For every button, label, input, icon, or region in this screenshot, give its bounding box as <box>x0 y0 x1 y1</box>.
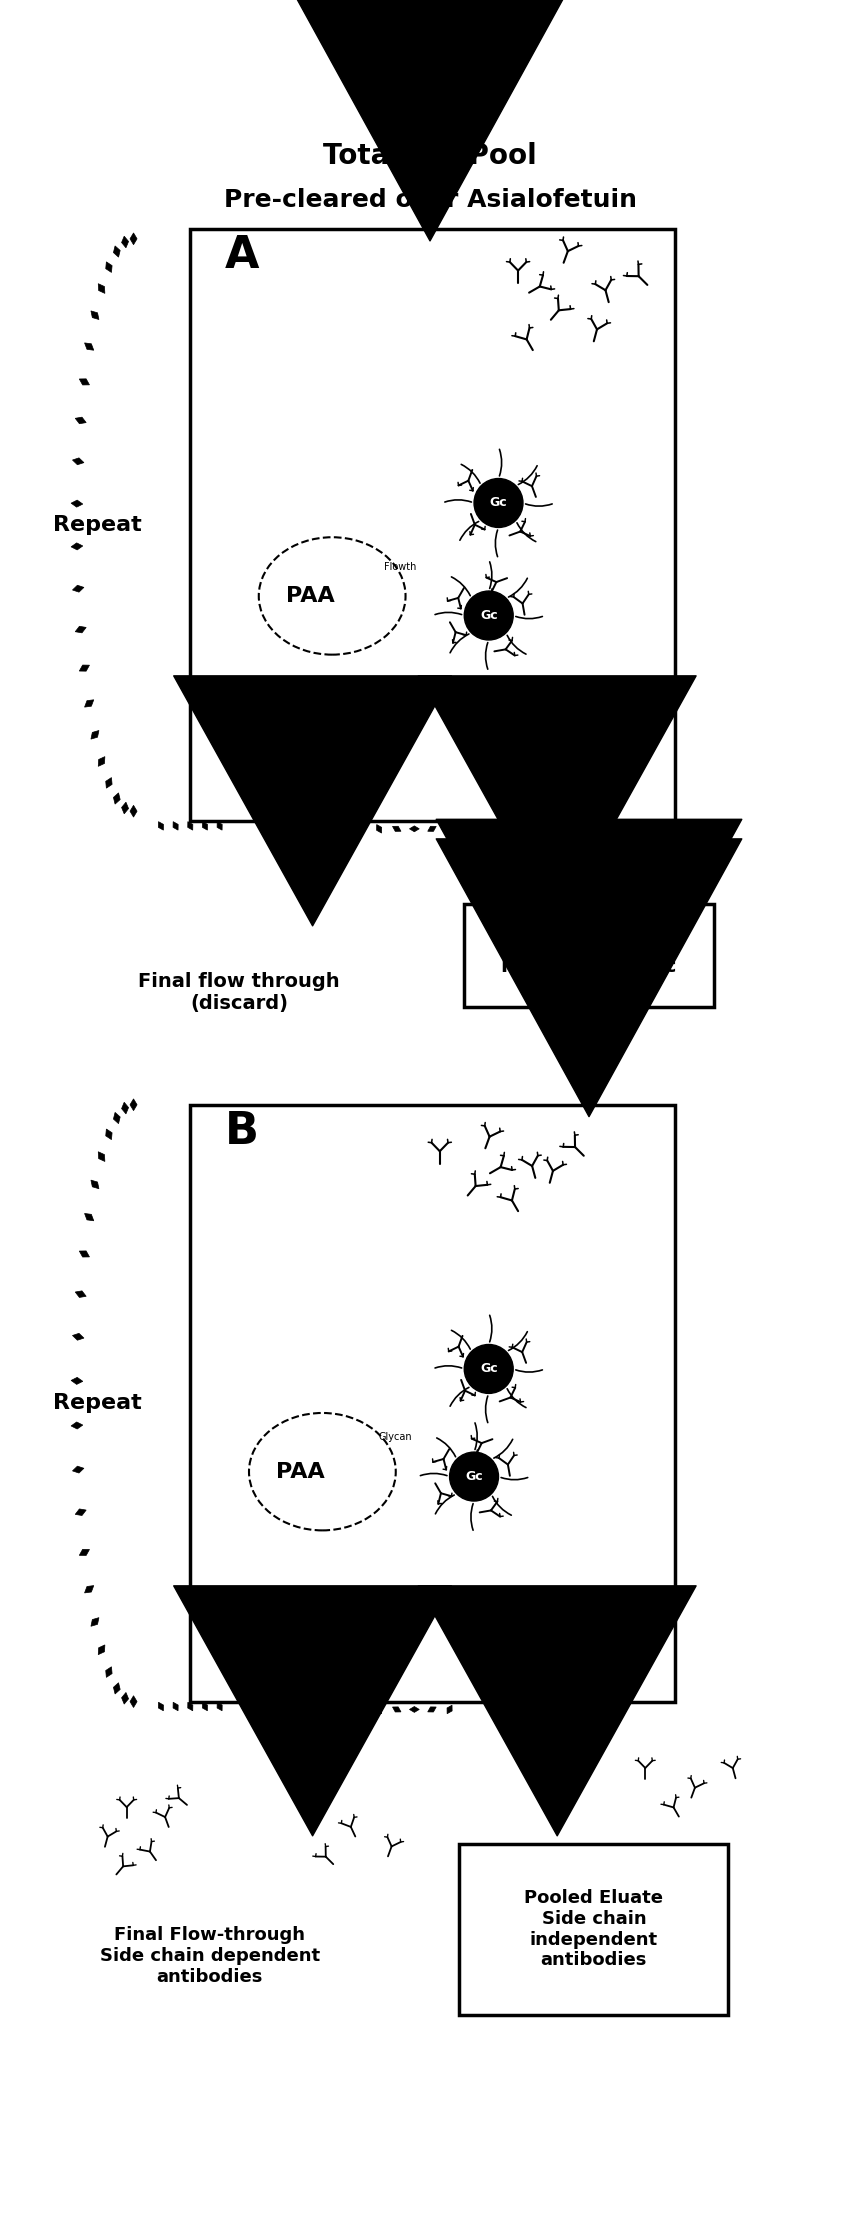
Polygon shape <box>202 821 208 830</box>
Text: Glycan: Glycan <box>379 1432 412 1443</box>
Polygon shape <box>130 1099 137 1111</box>
Polygon shape <box>410 1706 419 1713</box>
Polygon shape <box>71 500 83 506</box>
Polygon shape <box>114 794 121 805</box>
Polygon shape <box>79 1550 90 1557</box>
Bar <box>190 1104 675 1701</box>
Text: Gc: Gc <box>490 497 507 508</box>
Polygon shape <box>71 1423 83 1429</box>
Text: Gc: Gc <box>480 609 498 622</box>
Polygon shape <box>84 343 94 350</box>
Polygon shape <box>91 731 99 738</box>
Polygon shape <box>158 821 164 830</box>
Polygon shape <box>447 1706 452 1713</box>
Text: Final Flow-through
Side chain dependent
antibodies: Final Flow-through Side chain dependent … <box>100 1927 320 1987</box>
Polygon shape <box>114 1113 121 1124</box>
Polygon shape <box>173 821 178 830</box>
Text: A: A <box>225 234 259 277</box>
Polygon shape <box>75 1510 86 1516</box>
Text: Total IgY Pool: Total IgY Pool <box>323 143 537 169</box>
Polygon shape <box>121 803 128 814</box>
Circle shape <box>474 479 523 529</box>
Bar <box>190 230 675 821</box>
Text: Final flow through
(discard): Final flow through (discard) <box>139 972 340 1012</box>
Text: Pre-cleared over Asialofetuin: Pre-cleared over Asialofetuin <box>224 187 636 212</box>
Text: B: B <box>225 1111 258 1153</box>
Polygon shape <box>376 825 381 834</box>
Polygon shape <box>428 1706 437 1713</box>
Polygon shape <box>72 1465 84 1474</box>
Polygon shape <box>130 1695 137 1708</box>
Polygon shape <box>130 805 137 816</box>
Polygon shape <box>75 417 86 424</box>
Polygon shape <box>447 825 452 834</box>
Polygon shape <box>98 1151 105 1162</box>
Polygon shape <box>428 827 437 832</box>
Polygon shape <box>376 1706 381 1713</box>
Polygon shape <box>71 1378 83 1385</box>
Polygon shape <box>98 283 105 294</box>
Polygon shape <box>188 821 193 830</box>
Text: PAA: PAA <box>286 586 335 607</box>
Circle shape <box>464 1345 513 1394</box>
Polygon shape <box>79 665 90 671</box>
Polygon shape <box>79 379 90 386</box>
Polygon shape <box>106 1128 112 1140</box>
Polygon shape <box>84 1213 94 1220</box>
Polygon shape <box>121 1102 128 1115</box>
Polygon shape <box>130 232 137 245</box>
Polygon shape <box>75 1291 86 1298</box>
Text: Gc: Gc <box>465 1470 483 1483</box>
Circle shape <box>449 1452 499 1501</box>
Polygon shape <box>217 1701 222 1710</box>
Polygon shape <box>79 1251 90 1258</box>
Polygon shape <box>75 627 86 633</box>
Polygon shape <box>91 310 99 319</box>
Text: Repeat: Repeat <box>53 1394 142 1414</box>
Polygon shape <box>106 1666 112 1677</box>
Bar <box>460 1844 728 2014</box>
Polygon shape <box>106 778 112 787</box>
Polygon shape <box>358 1704 364 1715</box>
Bar <box>464 903 714 1008</box>
Polygon shape <box>98 756 105 767</box>
Text: Repeat: Repeat <box>53 515 142 535</box>
Polygon shape <box>217 821 222 830</box>
Polygon shape <box>121 236 128 248</box>
Text: Gc: Gc <box>480 1363 498 1376</box>
Polygon shape <box>114 1684 121 1695</box>
Polygon shape <box>72 457 84 464</box>
Polygon shape <box>72 1334 84 1340</box>
Polygon shape <box>71 542 83 551</box>
Polygon shape <box>410 825 419 832</box>
Polygon shape <box>121 1693 128 1704</box>
Polygon shape <box>72 584 84 593</box>
Polygon shape <box>91 1617 99 1626</box>
Polygon shape <box>202 1701 208 1710</box>
Text: Figure 1: Figure 1 <box>358 76 502 107</box>
Polygon shape <box>106 261 112 272</box>
Polygon shape <box>114 245 121 256</box>
Polygon shape <box>158 1701 164 1710</box>
Polygon shape <box>188 1701 193 1710</box>
Text: Pooled Eluate
Side chain
independent
antibodies: Pooled Eluate Side chain independent ant… <box>524 1889 664 1969</box>
Polygon shape <box>91 1180 99 1189</box>
Polygon shape <box>173 1701 178 1710</box>
Polygon shape <box>98 1646 105 1655</box>
Text: Flowth: Flowth <box>385 562 417 571</box>
Circle shape <box>464 591 513 640</box>
Text: Eluate
Neu5Gc specific: Eluate Neu5Gc specific <box>501 934 677 977</box>
Polygon shape <box>84 700 94 707</box>
Text: PAA: PAA <box>276 1461 325 1481</box>
Polygon shape <box>393 827 401 832</box>
Polygon shape <box>393 1706 401 1713</box>
Polygon shape <box>358 823 364 834</box>
Polygon shape <box>84 1586 94 1592</box>
